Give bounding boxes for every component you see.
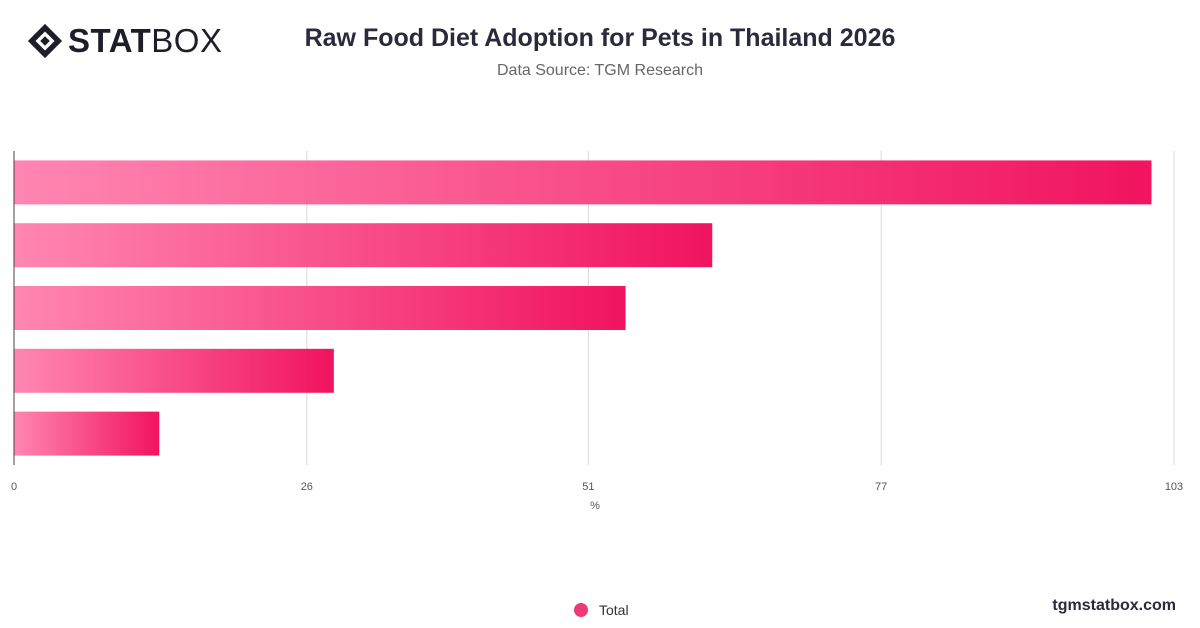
- logo-text-bold: STAT: [68, 22, 152, 59]
- bar-chart: 0 26 51 77 103%: [11, 151, 1183, 512]
- statbox-diamond-icon: [27, 23, 63, 59]
- x-tick-label: 26: [301, 481, 313, 493]
- statbox-logo: STATBOX: [26, 22, 222, 60]
- bar[interactable]: [14, 223, 713, 268]
- bar[interactable]: [14, 348, 334, 393]
- x-axis-label: %: [590, 500, 600, 512]
- legend-label: Total: [599, 602, 629, 618]
- legend[interactable]: Total: [574, 602, 629, 618]
- legend-marker: [574, 603, 588, 617]
- x-tick-label: 103: [1165, 481, 1183, 493]
- bar[interactable]: [14, 286, 626, 330]
- bar[interactable]: [14, 411, 160, 456]
- x-tick-label: 0: [11, 481, 17, 493]
- chart-title: Raw Food Diet Adoption for Pets in Thail…: [304, 24, 896, 52]
- bar[interactable]: [14, 160, 1152, 205]
- x-tick-label: 51: [582, 481, 594, 493]
- logo-wordmark: STATBOX: [68, 23, 222, 59]
- bars: [14, 160, 1152, 456]
- chart-subtitle: Data Source: TGM Research: [496, 62, 703, 79]
- footer-site: tgmstatbox.com: [1052, 597, 1176, 614]
- x-axis: 0 26 51 77 103%: [11, 151, 1183, 512]
- x-tick-label: 77: [875, 481, 887, 493]
- logo-text-light: BOX: [151, 22, 223, 59]
